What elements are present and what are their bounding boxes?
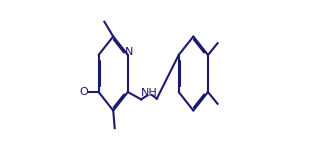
Text: N: N — [124, 47, 133, 57]
Text: O: O — [80, 87, 88, 97]
Text: NH: NH — [141, 88, 157, 98]
